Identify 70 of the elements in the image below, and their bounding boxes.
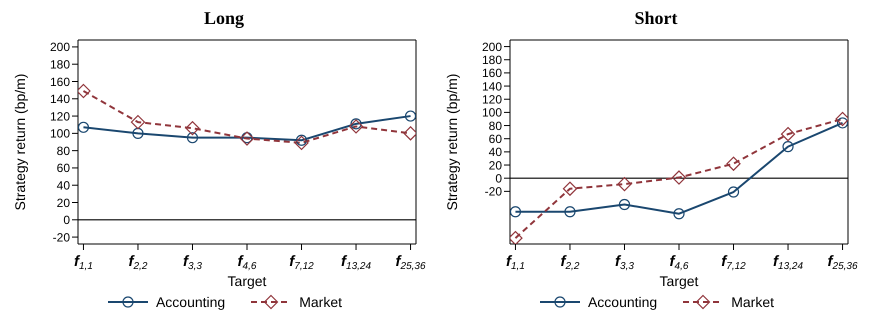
y-tick-label: 200 — [50, 40, 70, 54]
y-tick-label: 120 — [482, 92, 502, 106]
x-tick-label: f$_{1,1}$ — [506, 253, 525, 272]
x-tick-label: f$_{1,1}$ — [74, 253, 93, 272]
y-tick-label: 180 — [482, 53, 502, 67]
point — [350, 118, 362, 130]
point — [836, 117, 848, 129]
y-tick-label: 100 — [482, 106, 502, 120]
y-tick-label: 20 — [488, 158, 502, 172]
y-tick-label: 180 — [50, 57, 70, 72]
x-tick-label: f$_{7,12}$ — [721, 253, 746, 272]
x-tick-label: f$_{3,3}$ — [615, 253, 634, 272]
y-tick-label: 120 — [50, 109, 70, 124]
x-tick-label: f$_{7,12}$ — [289, 253, 314, 272]
y-tick-label: 40 — [488, 145, 502, 160]
point — [617, 177, 632, 192]
x-tick-label: f$_{13,24}$ — [773, 253, 804, 272]
y-tick-label: 100 — [50, 126, 70, 141]
y-tick-label: 160 — [50, 74, 70, 89]
y-tick-label: 40 — [56, 178, 70, 192]
point — [728, 186, 740, 198]
y-tick-label: -20 — [484, 184, 502, 199]
y-tick-label: 200 — [482, 40, 502, 54]
y-tick-label: 60 — [488, 132, 502, 146]
x-tick-label: f$_{2,2}$ — [128, 253, 148, 272]
y-tick-label: 0 — [63, 213, 70, 228]
y-tick-label: 80 — [56, 144, 70, 158]
y-tick-label: 160 — [482, 66, 502, 80]
x-tick-label: f$_{25,36}$ — [396, 253, 426, 272]
x-tick-label: f$_{25,36}$ — [828, 253, 858, 272]
y-tick-label: 60 — [56, 161, 70, 176]
point — [186, 132, 198, 144]
point — [562, 182, 578, 196]
point — [782, 141, 794, 152]
point — [672, 170, 686, 185]
x-axis-title: Target — [228, 273, 267, 289]
point — [185, 121, 200, 136]
point — [404, 110, 416, 122]
x-tick-label: f$_{4,6}$ — [238, 253, 257, 272]
point — [78, 122, 90, 133]
legend-label: Accounting — [588, 294, 658, 310]
point — [673, 208, 685, 220]
x-tick-label: f$_{4,6}$ — [670, 253, 689, 272]
point — [348, 119, 364, 134]
point — [564, 206, 576, 218]
x-tick-label: f$_{13,24}$ — [341, 253, 372, 272]
y-axis-title: Strategy return (bp/m) — [12, 74, 28, 210]
point — [132, 128, 144, 139]
chart-title: Long — [204, 8, 244, 30]
y-tick-label: 0 — [495, 171, 502, 186]
y-tick-label: 80 — [488, 118, 502, 133]
x-tick-label: f$_{2,2}$ — [560, 253, 580, 272]
point — [726, 156, 741, 171]
y-tick-label: 140 — [50, 92, 70, 106]
legend-label: Market — [731, 294, 774, 310]
legend-label: Accounting — [156, 294, 226, 310]
legend-label: Market — [299, 294, 342, 310]
y-axis-title: Strategy return (bp/m) — [444, 74, 460, 210]
y-tick-label: -20 — [52, 230, 70, 244]
point — [296, 134, 308, 146]
x-axis-title: Target — [660, 273, 699, 289]
point — [618, 198, 630, 210]
x-tick-label: f$_{3,3}$ — [183, 253, 202, 272]
y-tick-label: 140 — [482, 79, 502, 94]
point — [510, 206, 522, 218]
point — [130, 115, 146, 130]
chart-title: Short — [634, 8, 678, 30]
point — [294, 136, 309, 150]
point — [780, 127, 796, 142]
y-tick-label: 20 — [56, 196, 70, 210]
